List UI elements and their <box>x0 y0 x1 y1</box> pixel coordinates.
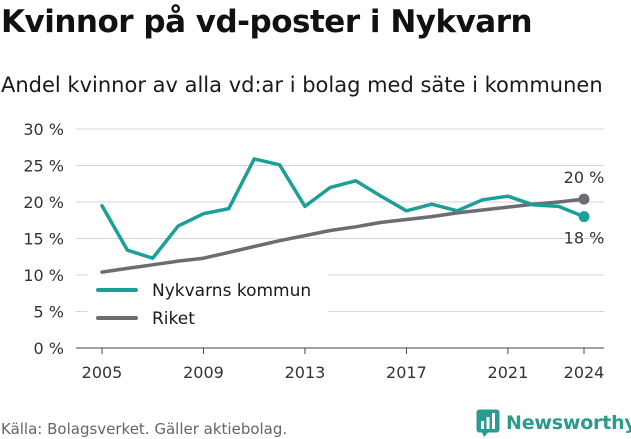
legend-label: Nykvarns kommun <box>152 281 311 301</box>
bar-chart-icon <box>476 409 500 437</box>
end-point-riket <box>578 193 590 205</box>
x-tick-label: 2009 <box>183 363 224 382</box>
brand-name: Newsworthy <box>506 412 631 434</box>
series-line-riket <box>100 197 586 274</box>
x-tick-label: 2005 <box>82 363 123 382</box>
x-tick-label: 2024 <box>564 363 605 382</box>
end-point-nykvarn <box>578 211 590 223</box>
chart-title: Kvinnor på vd-poster i Nykvarn <box>1 4 533 40</box>
y-tick-label: 10 % <box>23 266 64 285</box>
end-label-nykvarn: 18 % <box>564 229 605 248</box>
legend-box <box>88 272 328 338</box>
y-tick-label: 30 % <box>23 120 64 139</box>
source-note: Källa: Bolagsverket. Gäller aktiebolag. <box>1 420 288 438</box>
legend-label: Riket <box>152 309 195 329</box>
series-line-nykvarn <box>100 157 586 260</box>
x-tick-label: 2021 <box>488 363 529 382</box>
brand-logo: Newsworthy <box>476 408 631 438</box>
end-label-riket: 20 % <box>564 168 605 187</box>
y-tick-label: 20 % <box>23 193 64 212</box>
x-tick-label: 2013 <box>285 363 326 382</box>
chart-subtitle: Andel kvinnor av alla vd:ar i bolag med … <box>1 73 603 97</box>
y-tick-label: 5 % <box>34 303 64 322</box>
y-tick-label: 15 % <box>23 230 64 249</box>
y-tick-label: 0 % <box>34 339 64 358</box>
x-tick-label: 2017 <box>386 363 427 382</box>
y-tick-label: 25 % <box>23 157 64 176</box>
